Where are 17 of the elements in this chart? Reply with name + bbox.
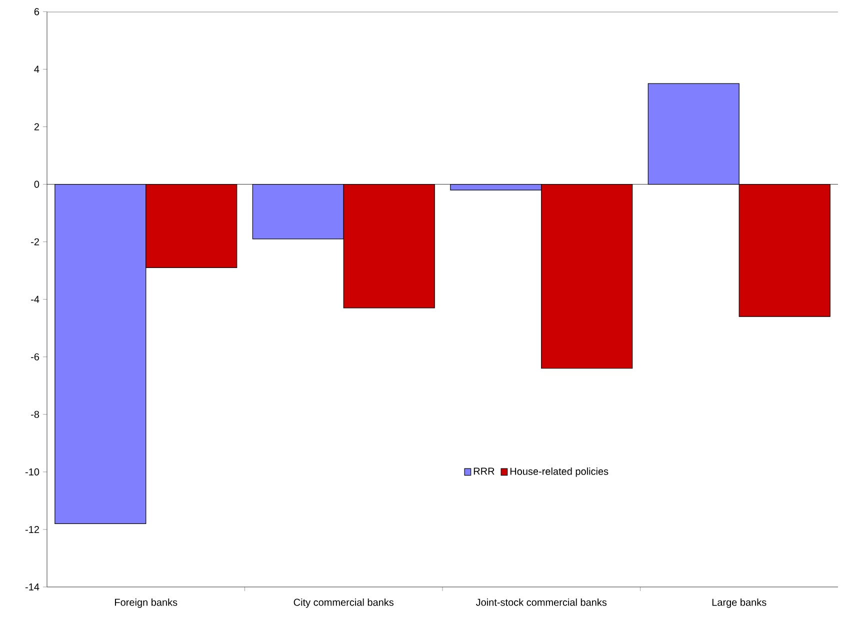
y-tick-label: -8 <box>31 410 40 418</box>
y-tick-label: -4 <box>31 296 40 303</box>
y-tick-label: 2 <box>34 123 39 130</box>
legend-label: RRR <box>474 468 494 475</box>
x-tick-label: City commercial banks <box>294 598 394 608</box>
y-tick-label: -2 <box>31 238 39 246</box>
y-tick-label: 4 <box>34 66 40 73</box>
x-tick-label: Joint-stock commercial banks <box>476 598 607 606</box>
y-tick-label: -12 <box>25 526 39 533</box>
y-tick-label: -6 <box>31 353 40 360</box>
y-tick-label: -14 <box>25 584 40 590</box>
x-tick-label: Large banks <box>712 598 766 608</box>
y-tick-label: 6 <box>34 8 40 16</box>
y-tick-label: 0 <box>34 180 40 188</box>
y-tick-label: -10 <box>25 468 40 476</box>
x-tick-label: Foreign banks <box>115 598 178 608</box>
legend-label: House-related policies <box>510 468 608 477</box>
